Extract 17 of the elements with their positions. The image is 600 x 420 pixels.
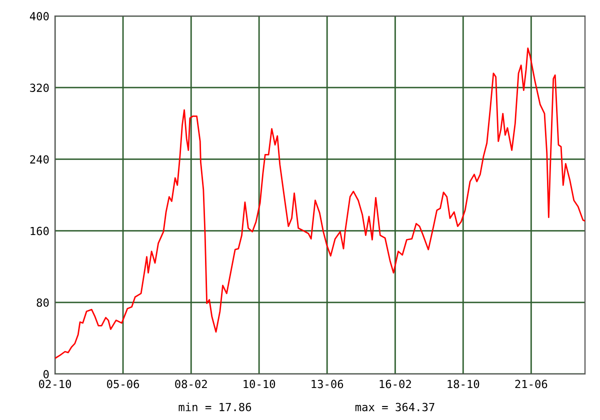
y-tick-label: 240 [30,155,49,164]
x-tick-label: 21-06 [515,380,548,388]
line-series [55,48,585,359]
x-tick-label: 16-02 [380,380,411,388]
x-tick-label: 10-10 [244,380,276,388]
text: min = 17.86 [178,402,252,412]
y-tick-label: 400 [30,12,49,20]
x-tick-label: 18-10 [448,380,480,388]
text: max = 364.37 [355,402,434,412]
x-tick-label: 02-10 [39,380,72,388]
x-tick-label: 08-02 [175,380,207,388]
y-tick-label: 160 [30,226,49,236]
y-tick-label: 80 [36,298,49,307]
x-tick-label: 13-06 [312,380,344,388]
y-tick-label: 320 [30,84,49,92]
x-tick-label: 05-06 [107,380,140,388]
y-tick-label: 0 [43,370,49,378]
